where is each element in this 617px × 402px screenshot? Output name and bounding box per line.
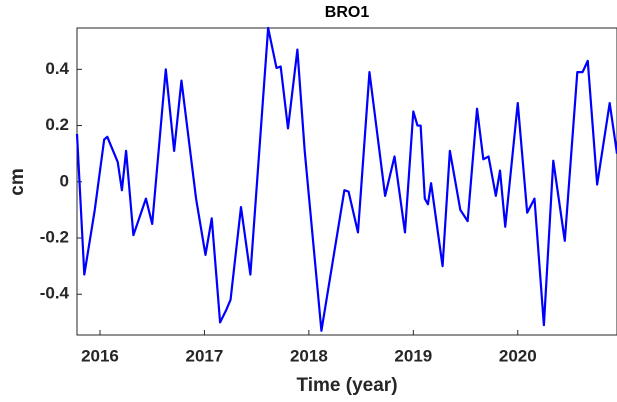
y-tick-label: 0.4 [45, 59, 69, 78]
y-tick-label: 0 [60, 171, 69, 190]
x-tick-label: 2016 [81, 346, 119, 365]
x-tick-label: 2020 [499, 346, 537, 365]
y-tick-label: -0.4 [40, 284, 70, 303]
x-axis-label: Time (year) [296, 375, 397, 396]
y-tick-label: -0.2 [40, 227, 69, 246]
plot-frame [76, 27, 617, 336]
x-tick-label: 2017 [186, 346, 224, 365]
data-line [75, 26, 617, 332]
x-tick-label: 2018 [290, 346, 328, 365]
chart-title: BRO1 [325, 4, 370, 21]
y-tick-label: 0.2 [45, 115, 69, 134]
x-tick-label: 2019 [394, 346, 432, 365]
y-axis-label: cm [7, 168, 28, 195]
